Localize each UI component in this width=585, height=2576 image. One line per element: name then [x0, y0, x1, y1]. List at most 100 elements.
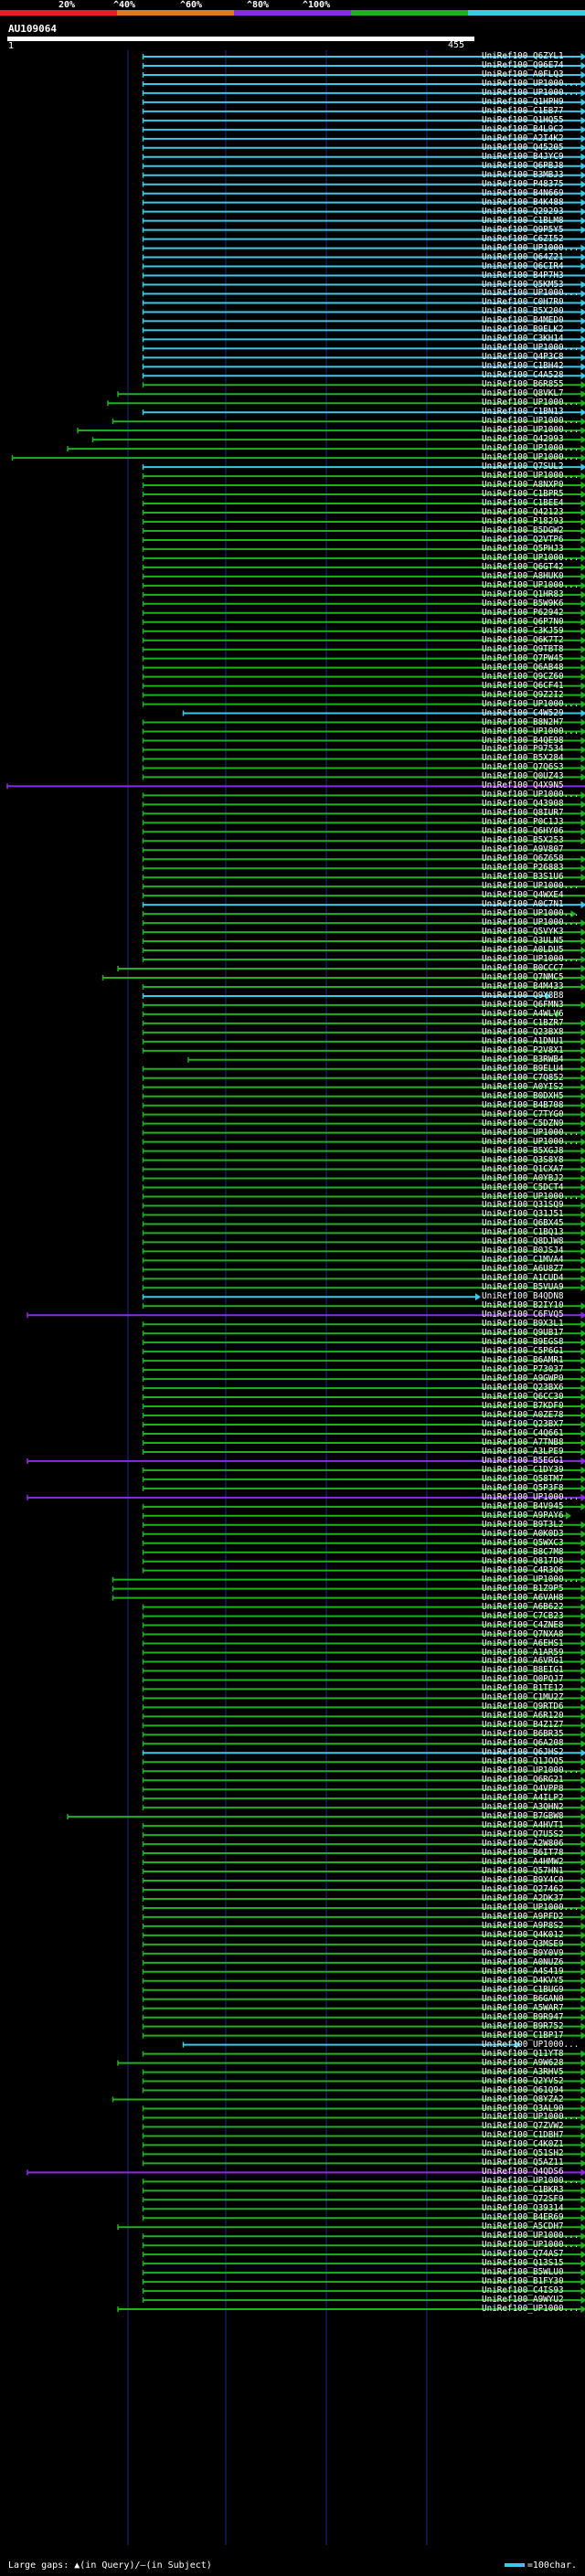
- hit-arrow-icon: [581, 381, 585, 388]
- hit-arrow-icon: [581, 1850, 585, 1857]
- hit-arrow-icon: [581, 2187, 585, 2194]
- hit-arrow-icon: [581, 1211, 585, 1218]
- hit-arrow-icon: [581, 418, 585, 425]
- legend-swatch: [117, 10, 234, 16]
- hit-arrow-icon: [581, 135, 585, 143]
- hit-arrow-icon: [581, 2159, 585, 2167]
- hit-arrow-icon: [581, 1075, 585, 1082]
- hit-arrow-icon: [581, 555, 585, 562]
- hit-arrow-icon: [581, 190, 585, 197]
- hit-arrow-icon: [581, 2178, 585, 2185]
- hit-arrow-icon: [581, 1640, 585, 1648]
- hit-arrow-icon: [581, 2287, 585, 2295]
- hit-arrow-icon: [581, 1886, 585, 1893]
- hit-arrow-icon: [581, 1740, 585, 1747]
- gap-query-text: (in Query)/: [80, 2560, 140, 2571]
- hit-arrow-icon: [581, 2051, 585, 2058]
- legend-label: ^80%: [247, 0, 269, 10]
- hit-arrow-icon: [581, 746, 585, 753]
- hit-arrow-icon: [581, 1731, 585, 1738]
- hit-arrow-icon: [581, 2232, 585, 2240]
- hit-arrow-icon: [581, 1840, 585, 1848]
- hit-arrow-icon: [581, 2105, 585, 2113]
- hit-arrow-icon: [581, 1658, 585, 1665]
- hit-arrow-icon: [581, 1384, 585, 1392]
- hit-arrow-icon: [581, 317, 585, 324]
- hit-arrow-icon: [581, 1476, 585, 1483]
- hit-arrow-icon: [581, 181, 585, 188]
- hit-arrow-icon: [581, 436, 585, 443]
- hit-arrow-icon: [581, 509, 585, 516]
- hit-arrow-icon: [581, 454, 585, 461]
- hit-arrow-icon: [581, 564, 585, 571]
- hit-arrow-icon: [581, 2114, 585, 2121]
- hit-arrow-icon: [581, 1148, 585, 1155]
- hit-arrow-icon: [581, 1412, 585, 1419]
- hit-arrow-icon: [581, 1139, 585, 1146]
- hit-arrow-icon: [581, 637, 585, 644]
- hit-arrow-icon: [581, 1202, 585, 1209]
- hit-arrow-icon: [581, 2123, 585, 2130]
- hit-arrow-icon: [581, 172, 585, 179]
- hit-arrow-icon: [581, 1102, 585, 1109]
- hit-arrow-icon: [581, 90, 585, 97]
- hit-arrow-icon: [581, 2251, 585, 2258]
- hit-arrow-icon: [581, 1120, 585, 1128]
- hit-arrow-icon: [581, 2078, 585, 2085]
- hit-arrow-icon: [581, 619, 585, 626]
- hit-arrow-icon: [581, 1467, 585, 1474]
- hit-arrow-icon: [581, 1093, 585, 1100]
- hit-arrow-icon: [581, 1521, 585, 1529]
- hit-arrow-icon: [581, 864, 585, 872]
- hit-arrow-icon: [581, 1065, 585, 1073]
- hit-arrow-icon: [581, 1193, 585, 1201]
- hit-arrow-icon: [581, 2306, 585, 2313]
- hit-arrow-icon: [581, 1767, 585, 1775]
- hit-arrow-icon: [581, 938, 585, 945]
- hit-arrow-icon: [581, 1111, 585, 1118]
- hit-arrow-icon: [581, 80, 585, 88]
- hit-arrow-icon: [581, 764, 585, 771]
- gap-subject-text: (in Subject): [146, 2560, 212, 2571]
- hit-arrow-icon: [581, 2005, 585, 2012]
- hit-arrow-icon: [581, 1348, 585, 1355]
- hit-arrow-icon: [581, 390, 585, 398]
- hit-arrow-icon: [581, 737, 585, 745]
- hit-arrow-icon: [581, 1913, 585, 1921]
- hit-arrow-icon: [581, 363, 585, 370]
- hit-arrow-icon: [581, 1320, 585, 1328]
- hit-arrow-icon: [581, 1038, 585, 1045]
- hit-arrow-icon: [581, 1002, 585, 1009]
- hit-arrow-icon: [581, 1904, 585, 1912]
- hit-label[interactable]: UniRef100_UP1000...: [482, 2304, 579, 2314]
- hit-arrow-icon: [581, 2168, 585, 2176]
- hit-arrow-icon: [581, 874, 585, 881]
- hit-arrow-icon: [581, 755, 585, 762]
- hit-arrow-icon: [581, 463, 585, 471]
- hit-arrow-icon: [581, 1229, 585, 1236]
- hit-arrow-icon: [581, 1977, 585, 1985]
- hit-arrow-icon: [581, 1220, 585, 1227]
- hit-arrow-icon: [581, 710, 585, 717]
- hit-arrow-icon: [581, 1676, 585, 1683]
- hit-arrow-icon: [581, 1394, 585, 1401]
- hit-arrow-icon: [581, 1375, 585, 1383]
- hit-arrow-icon: [581, 1421, 585, 1428]
- hit-arrow-icon: [581, 1932, 585, 1939]
- hit-arrow-icon: [581, 1430, 585, 1437]
- hit-arrow-icon: [581, 1448, 585, 1456]
- hit-arrow-icon: [581, 1047, 585, 1055]
- hit-arrow-icon: [581, 791, 585, 799]
- hit-arrow-icon: [581, 1822, 585, 1829]
- hit-arrow-icon: [581, 299, 585, 306]
- query-axis-bar: [7, 37, 474, 41]
- hit-arrow-icon: [581, 263, 585, 270]
- hit-arrow-icon: [581, 1895, 585, 1903]
- hit-arrow-icon: [581, 2069, 585, 2076]
- hit-arrow-icon: [581, 1558, 585, 1565]
- hit-arrow-icon: [581, 965, 585, 972]
- hit-arrow-icon: [581, 582, 585, 589]
- hit-arrow-icon: [581, 472, 585, 480]
- hit-arrow-icon: [581, 1166, 585, 1173]
- hit-arrow-icon: [581, 628, 585, 635]
